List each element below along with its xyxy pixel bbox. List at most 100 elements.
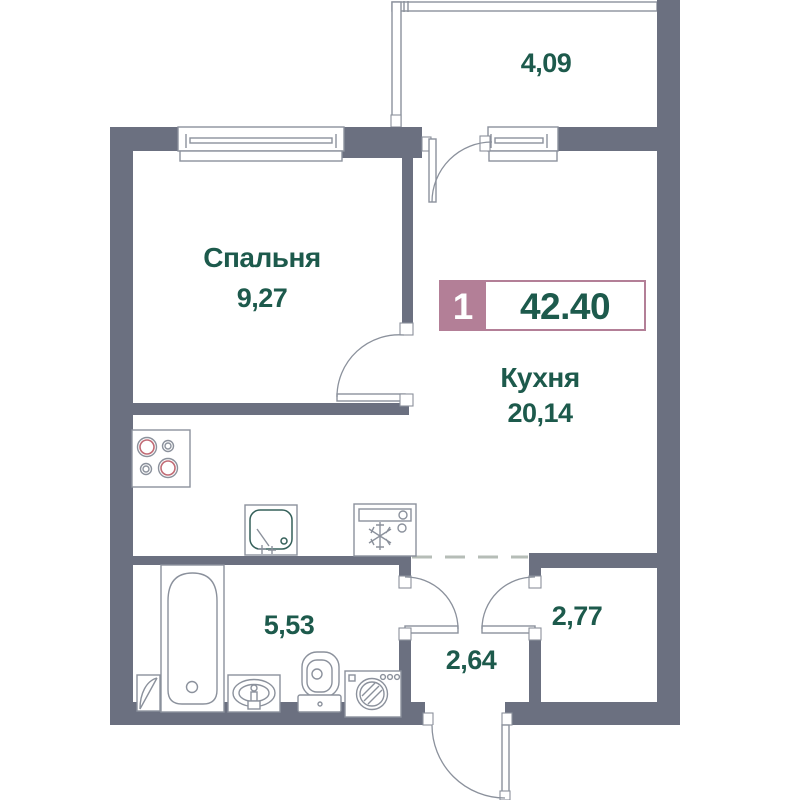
wall-kitchen-bathroom — [133, 556, 401, 565]
washer-door-hatch — [361, 682, 383, 705]
burner-ring — [139, 439, 155, 455]
total-area-badge-bg — [486, 281, 645, 330]
wall-left — [110, 127, 133, 725]
bathtub-outer — [160, 564, 225, 713]
wall-bedroom-bottom — [133, 403, 409, 415]
interior-walls — [133, 150, 657, 704]
washer-knob — [386, 673, 394, 681]
door-jamb — [528, 627, 542, 641]
fridge-knob — [397, 523, 407, 533]
washer-door-inner — [359, 681, 385, 707]
washer-door — [355, 677, 389, 711]
window-glazing — [494, 137, 544, 144]
bathtub-icon — [160, 564, 225, 713]
toilet-button — [317, 701, 323, 707]
door-leaf — [501, 724, 510, 799]
rooms-count: 1 — [453, 286, 474, 327]
burner-large — [136, 436, 158, 458]
door-jamb — [398, 627, 412, 641]
hallway-area: 2,64 — [446, 645, 497, 675]
closet-area: 2,77 — [552, 601, 603, 631]
badge-border — [439, 280, 646, 331]
burner-large — [157, 457, 179, 479]
fridge-knob — [398, 510, 408, 520]
stove-icon — [131, 429, 191, 488]
bathtub-drain — [185, 680, 199, 694]
balcony-area: 4,09 — [521, 48, 572, 78]
wall-bedroom-kitchen — [402, 150, 413, 325]
door-jamb — [479, 135, 491, 152]
door-swing-arc — [481, 576, 536, 630]
railing-cap — [390, 114, 402, 128]
fridge-freezer — [358, 508, 412, 522]
door-swing-arc — [336, 334, 405, 398]
closet-door — [481, 575, 542, 641]
total-area: 42.40 — [520, 286, 610, 327]
burner-small — [161, 439, 175, 453]
door-jamb — [528, 575, 542, 589]
balcony-door — [421, 135, 493, 203]
wall-bottom-right — [505, 702, 680, 725]
door-leaf — [481, 625, 536, 634]
bedroom-area: 9,27 — [237, 283, 288, 313]
washer-knob — [393, 673, 401, 681]
entrance-door — [422, 712, 513, 800]
sink-basin — [249, 509, 293, 550]
burner-small-inner — [142, 465, 150, 473]
kitchen-window — [487, 126, 559, 162]
door-jamb — [399, 393, 414, 407]
door-swing-arc — [404, 576, 459, 630]
radiator-icon — [179, 150, 343, 162]
wall-top-left — [110, 127, 180, 151]
bedroom-door — [336, 322, 414, 407]
washbasin-icon — [227, 674, 281, 713]
door-swing-fill — [432, 725, 505, 798]
door-leaf-cap — [499, 790, 511, 800]
door-swing-arc — [431, 141, 493, 203]
wall-closet-top — [529, 553, 657, 568]
room-labels: Спальня 9,27 Кухня 20,14 4,09 5,53 2,64 … — [203, 48, 603, 675]
wall-right — [657, 0, 680, 725]
wall-closet-hall — [529, 638, 541, 704]
door-jamb — [398, 575, 412, 589]
toilet-bowl-inner — [306, 659, 333, 693]
corner-unit-icon — [136, 674, 161, 712]
stove-body — [131, 429, 191, 488]
snowflake-icon — [368, 522, 392, 550]
kitchen-area: 20,14 — [507, 398, 573, 428]
area-badge: 1 42.40 — [439, 280, 646, 331]
bedroom-label: Спальня — [203, 242, 320, 273]
door-jamb — [399, 322, 414, 336]
toilet-icon — [297, 651, 342, 713]
wall-bathroom-stub — [399, 556, 411, 580]
washing-machine-icon — [344, 670, 402, 718]
burner-small-inner — [164, 442, 172, 450]
bathtub-inner — [167, 572, 218, 705]
bedroom-window — [177, 126, 345, 162]
bathroom-area: 5,53 — [264, 610, 315, 640]
fridge-icon — [353, 503, 417, 557]
washbasin-faucet-stem — [250, 691, 258, 702]
window-glazing — [189, 137, 333, 144]
toilet-drain — [311, 668, 323, 680]
washer-detergent — [348, 674, 356, 682]
door-jamb — [422, 712, 434, 726]
burner-small — [139, 462, 153, 476]
sink-faucet — [256, 528, 276, 554]
radiator-icon — [488, 150, 558, 162]
balcony-railing-left — [391, 1, 402, 128]
door-swing-arc — [431, 724, 506, 799]
bathroom-door — [398, 575, 459, 641]
door-leaf — [336, 393, 406, 402]
washer-knob — [379, 673, 387, 681]
kitchen-sink-icon — [244, 504, 298, 556]
washbasin-faucet-head — [250, 684, 258, 692]
corner-unit-detail — [139, 677, 158, 710]
wall-bathroom-hall — [399, 638, 411, 704]
washbasin-faucet-base — [247, 700, 261, 710]
door-jamb — [501, 712, 513, 726]
rooms-count-badge — [440, 281, 486, 330]
sink-drain — [280, 537, 288, 545]
